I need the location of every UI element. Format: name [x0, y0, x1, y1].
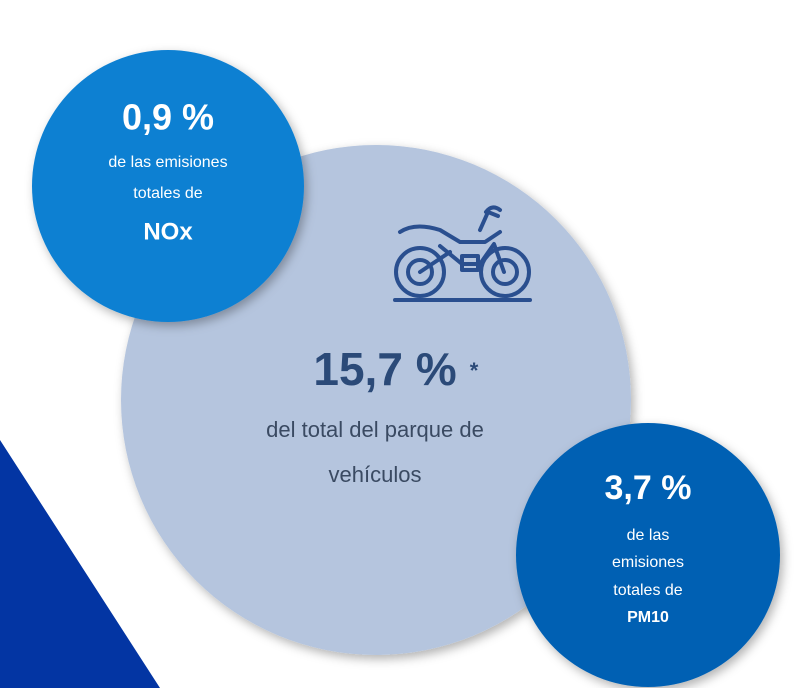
- bottom-right-line: totales de: [613, 582, 682, 599]
- footnote-mark: *: [470, 358, 479, 383]
- center-line: vehículos: [329, 462, 422, 487]
- top-left-pollutant: NOx: [143, 218, 193, 245]
- center-line: del total del parque de: [266, 417, 484, 442]
- bottom-right-value: 3,7 %: [605, 469, 692, 507]
- bottom-right-line: de las: [627, 527, 670, 544]
- top-left-line: totales de: [133, 185, 202, 202]
- top-left-line: de las emisiones: [108, 154, 227, 171]
- bottom-right-pollutant: PM10: [627, 609, 669, 626]
- top-left-value: 0,9 %: [122, 97, 214, 138]
- center-value: 15,7 %: [313, 343, 456, 395]
- motorcycle-icon: [393, 205, 532, 302]
- corner-triangle: [0, 440, 160, 688]
- bottom-right-circle: [516, 423, 780, 687]
- bottom-right-line: emisiones: [612, 554, 684, 571]
- top-left-circle: [32, 50, 304, 322]
